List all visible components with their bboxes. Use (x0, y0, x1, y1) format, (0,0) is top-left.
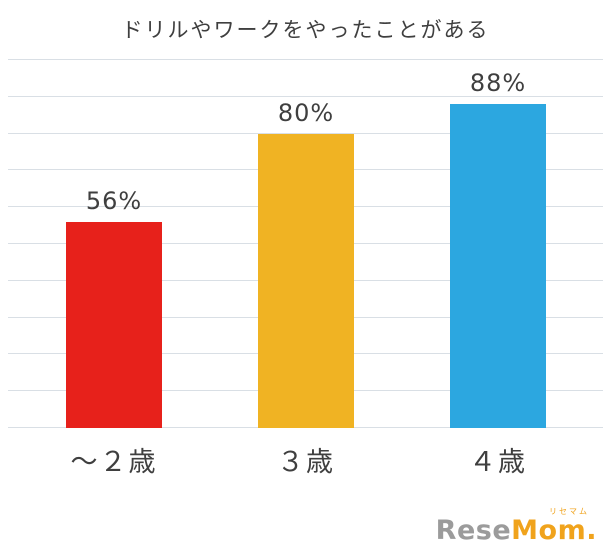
bar-value-label: 56% (85, 186, 143, 215)
category-label: ４歳 (469, 447, 527, 478)
bar-value-label: 88% (469, 69, 527, 98)
bar-column: 80% (210, 60, 402, 428)
chart-title: ドリルやワークをやったことがある (121, 18, 490, 42)
category-axis: 〜２歳 ３歳 ４歳 (18, 440, 594, 479)
bar (258, 133, 354, 428)
logo-dot: . (586, 515, 597, 546)
category-label: ３歳 (277, 447, 335, 478)
logo-prefix: Rese (435, 515, 512, 546)
bar (450, 104, 546, 428)
logo-text: ReseMom. (436, 517, 597, 544)
category-label: 〜２歳 (70, 447, 158, 478)
gridline (8, 132, 603, 134)
logo-ruby-text: リセマム (549, 507, 589, 516)
bar-column: 88% (402, 60, 594, 428)
bars-container: 56% 80% 88% (18, 60, 594, 428)
gridline (8, 95, 603, 97)
bar (66, 221, 162, 428)
resemom-logo: リセマム ReseMom. (436, 507, 597, 545)
bar-value-label: 80% (277, 98, 335, 127)
logo-suffix: Mom (511, 515, 587, 546)
gridline (8, 59, 603, 60)
bar-column: 56% (18, 60, 210, 428)
